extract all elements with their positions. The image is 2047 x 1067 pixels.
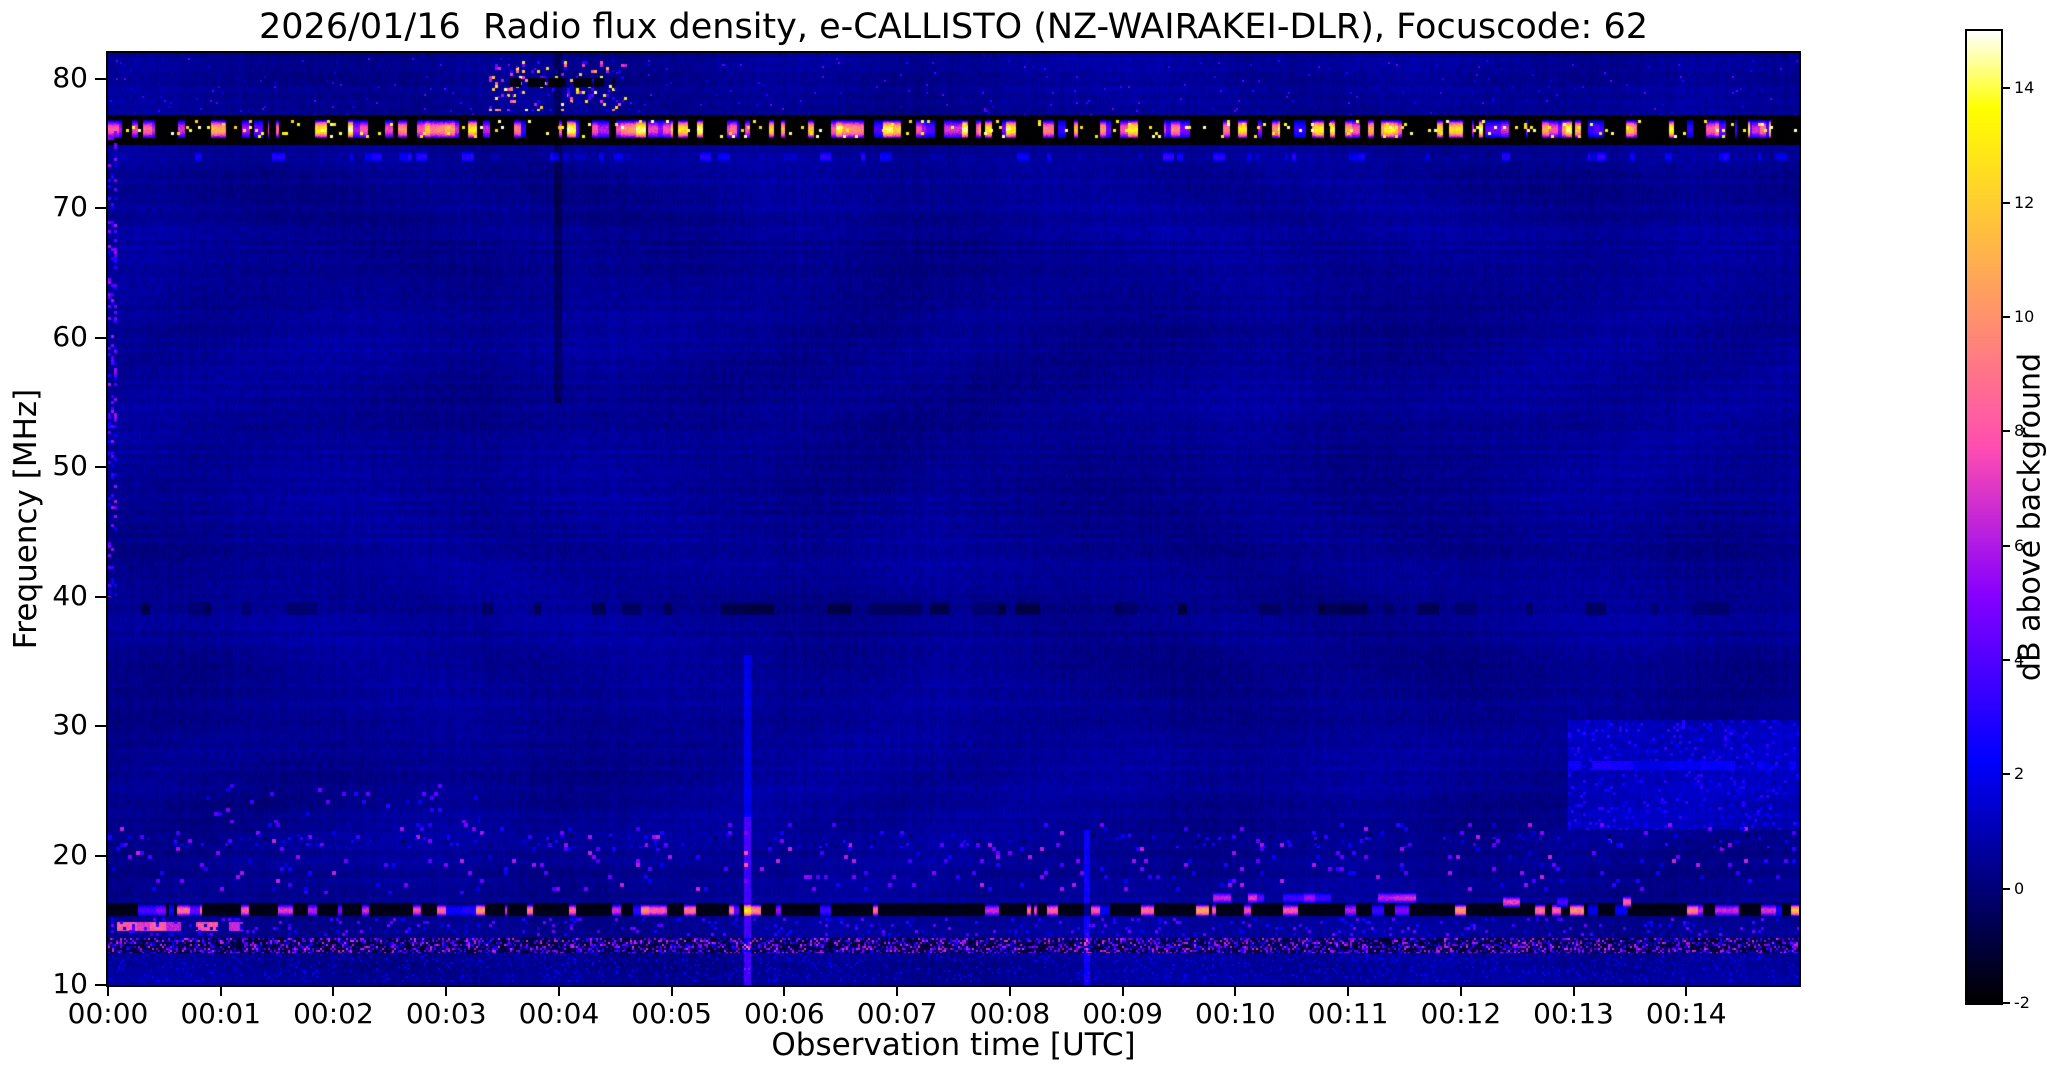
colorbar-tick-label: 14 xyxy=(2014,78,2035,98)
x-tick-label: 00:04 xyxy=(518,997,600,1030)
y-tick-label: 40 xyxy=(52,578,88,612)
x-tick-label: 00:08 xyxy=(969,997,1051,1030)
x-tick-mark xyxy=(332,987,335,996)
x-tick-label: 00:05 xyxy=(631,997,712,1030)
y-tick-label: 80 xyxy=(52,60,88,94)
y-tick-label: 70 xyxy=(52,190,88,224)
colorbar-tick-mark xyxy=(2003,773,2010,776)
x-tick-mark xyxy=(1685,987,1688,996)
x-tick-mark xyxy=(1572,987,1575,996)
y-tick-label: 50 xyxy=(52,449,88,483)
y-tick-mark xyxy=(95,984,106,986)
y-tick-mark xyxy=(95,336,106,339)
colorbar-tick-mark xyxy=(2003,430,2010,433)
y-tick-mark xyxy=(95,725,106,728)
x-tick-label: 00:09 xyxy=(1082,997,1163,1030)
colorbar-tick-label: 0 xyxy=(2014,878,2025,898)
x-tick-mark xyxy=(670,987,673,996)
y-tick-mark xyxy=(95,77,106,80)
x-tick-mark xyxy=(1347,987,1350,996)
x-tick-mark xyxy=(1234,987,1237,996)
x-tick-label: 00:14 xyxy=(1645,997,1727,1030)
x-tick-mark xyxy=(783,987,786,996)
x-tick-mark xyxy=(219,987,222,996)
x-tick-label: 00:07 xyxy=(856,997,938,1030)
colorbar-tick-label: 10 xyxy=(2014,306,2035,326)
x-tick-label: 00:01 xyxy=(180,997,262,1030)
y-tick-mark xyxy=(95,854,106,857)
colorbar-tick-mark xyxy=(2003,87,2010,90)
colorbar-tick-label: 2 xyxy=(2014,764,2025,784)
colorbar-tick-mark xyxy=(2003,201,2010,204)
y-tick-label: 60 xyxy=(52,319,88,353)
x-tick-mark xyxy=(1459,987,1462,996)
chart-title: 2026/01/16 Radio flux density, e-CALLIST… xyxy=(259,7,1648,47)
colorbar-tick-label: -2 xyxy=(2014,993,2030,1012)
x-tick-mark xyxy=(107,987,109,996)
colorbar-tick-label: 6 xyxy=(2014,535,2025,555)
plot-frame xyxy=(106,51,1801,987)
colorbar-tick-mark xyxy=(2003,887,2010,890)
x-tick-mark xyxy=(1008,987,1011,996)
x-tick-label: 00:06 xyxy=(744,997,825,1030)
colorbar-canvas xyxy=(1967,31,2001,1003)
x-tick-mark xyxy=(1121,987,1124,996)
colorbar-tick-mark xyxy=(2003,658,2010,661)
x-tick-label: 00:10 xyxy=(1194,997,1276,1030)
colorbar-tick-label: 12 xyxy=(2014,192,2035,212)
colorbar-tick-mark xyxy=(2003,1002,2010,1004)
x-tick-label: 00:02 xyxy=(293,997,374,1030)
x-tick-mark xyxy=(445,987,448,996)
y-tick-mark xyxy=(95,466,106,469)
colorbar-label: dB above background xyxy=(2012,352,2047,682)
x-tick-mark xyxy=(557,987,560,996)
x-tick-label: 00:00 xyxy=(67,997,149,1030)
x-tick-label: 00:12 xyxy=(1420,997,1502,1030)
x-tick-mark xyxy=(896,987,899,996)
colorbar-tick-label: 8 xyxy=(2014,421,2025,441)
y-tick-mark xyxy=(95,595,106,598)
x-axis-label: Observation time [UTC] xyxy=(771,1027,1136,1063)
y-tick-mark xyxy=(95,207,106,210)
colorbar-tick-mark xyxy=(2003,544,2010,547)
colorbar-tick-label: 4 xyxy=(2014,649,2025,669)
x-tick-label: 00:11 xyxy=(1307,997,1389,1030)
colorbar-frame xyxy=(1965,29,2003,1005)
y-tick-label: 10 xyxy=(52,967,88,1000)
x-tick-label: 00:03 xyxy=(405,997,487,1030)
y-tick-label: 30 xyxy=(52,708,88,742)
colorbar-tick-mark xyxy=(2003,315,2010,318)
x-tick-label: 00:13 xyxy=(1533,997,1614,1030)
spectrogram-canvas xyxy=(108,53,1799,985)
y-tick-label: 20 xyxy=(52,837,88,871)
